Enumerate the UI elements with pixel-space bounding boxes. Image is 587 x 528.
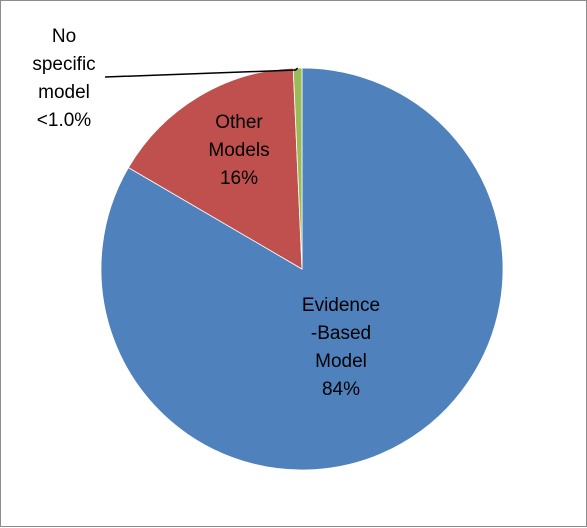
slice-label-no-specific-model: No specific model <1.0% bbox=[32, 26, 95, 131]
slice-label-line: model bbox=[38, 82, 90, 103]
slice-label-line: 16% bbox=[220, 168, 258, 189]
slice-label-line: Other bbox=[215, 112, 263, 133]
slice-label-line: Models bbox=[208, 140, 269, 161]
slice-label-line: -Based bbox=[311, 323, 371, 344]
pie-slices bbox=[101, 68, 503, 470]
slice-label-line: specific bbox=[32, 54, 95, 75]
slice-label-line: Model bbox=[315, 351, 367, 372]
slice-label-line: 84% bbox=[322, 379, 360, 400]
slice-label-line: <1.0% bbox=[37, 110, 92, 131]
slice-label-line: No bbox=[52, 26, 76, 47]
slice-label-line: Evidence bbox=[302, 295, 380, 316]
